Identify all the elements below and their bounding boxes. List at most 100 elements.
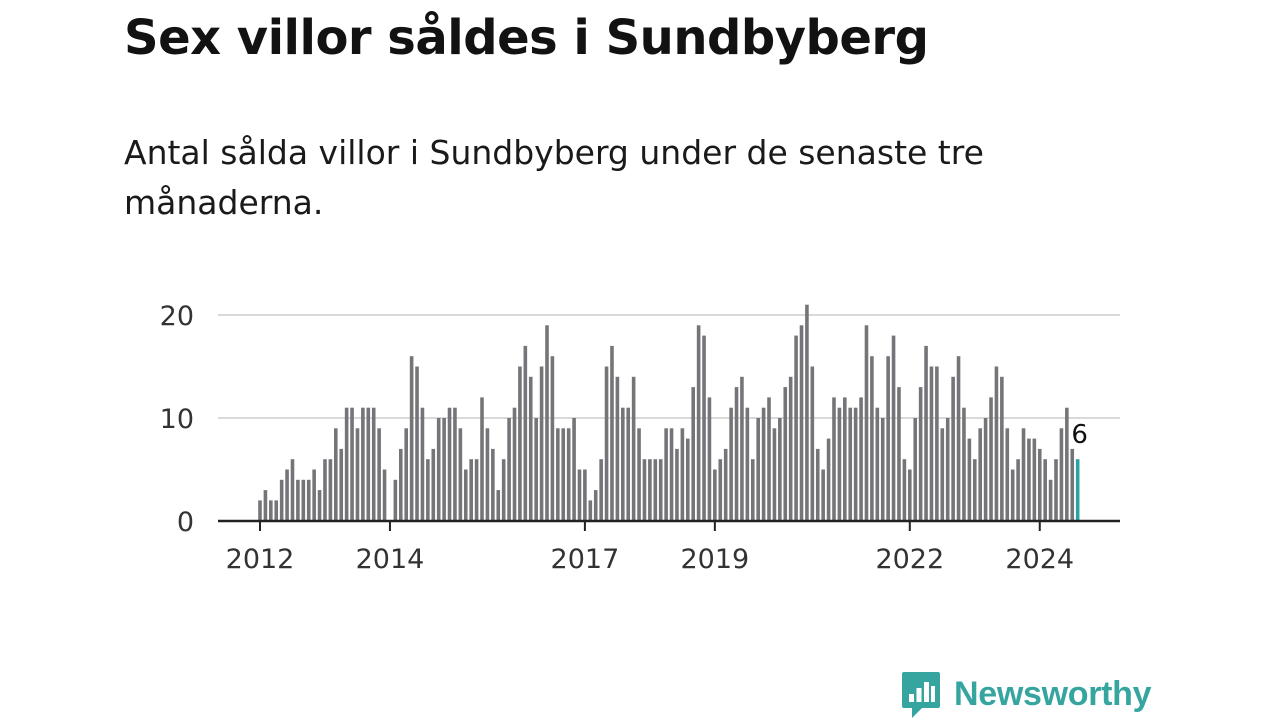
- bar: [556, 428, 560, 521]
- bar: [344, 407, 349, 521]
- bar: [1065, 407, 1069, 521]
- bar: [723, 448, 728, 521]
- bar: [361, 407, 365, 521]
- bar: [805, 304, 809, 521]
- bar: [745, 407, 750, 521]
- bar: [350, 407, 354, 521]
- bar: [615, 376, 620, 521]
- bar: [783, 387, 788, 521]
- bar: [404, 428, 409, 521]
- bar: [734, 387, 739, 521]
- bar: [794, 335, 798, 521]
- bar: [426, 459, 430, 521]
- bar: [539, 366, 544, 521]
- bar: [675, 448, 679, 521]
- bar: [718, 459, 723, 521]
- bar-highlight: [1075, 459, 1080, 521]
- bar: [880, 418, 885, 521]
- bar: [702, 335, 706, 521]
- bar: [393, 479, 398, 521]
- bar: [577, 469, 582, 521]
- bar: [685, 438, 690, 521]
- bar: [962, 407, 966, 521]
- bars: [258, 304, 1080, 521]
- y-tick-label-20: 20: [160, 301, 194, 332]
- y-tick-label-0: 0: [177, 507, 194, 538]
- bar: [983, 418, 988, 521]
- bar: [436, 418, 441, 521]
- bar: [285, 469, 289, 521]
- bar: [756, 418, 760, 521]
- newsworthy-logo: Newsworthy: [900, 668, 1152, 720]
- bar: [642, 459, 647, 521]
- bar: [371, 407, 376, 521]
- chart-title: Sex villor såldes i Sundbyberg: [124, 10, 929, 66]
- bar: [377, 428, 381, 521]
- x-tick-label-2019: 2019: [681, 544, 750, 575]
- bar: [669, 428, 674, 521]
- bar: [626, 407, 631, 521]
- bar: [447, 407, 452, 521]
- bar: [458, 428, 463, 521]
- bar: [821, 469, 825, 521]
- x-tick-label-2012: 2012: [226, 544, 295, 575]
- bar: [306, 479, 311, 521]
- bar: [740, 376, 744, 521]
- bar: [631, 376, 636, 521]
- bar: [621, 407, 625, 521]
- bar: [409, 356, 414, 521]
- x-tick-label-2017: 2017: [551, 544, 620, 575]
- highlight-label-halo: 6: [1071, 420, 1088, 450]
- bar: [550, 356, 555, 521]
- bar: [967, 438, 972, 521]
- bar: [290, 459, 295, 521]
- bar: [707, 397, 712, 521]
- bar: [1016, 459, 1020, 521]
- bar: [945, 418, 950, 521]
- bar: [935, 366, 939, 521]
- bar: [778, 418, 782, 521]
- bar: [469, 459, 473, 521]
- bar: [799, 325, 804, 521]
- bar: [491, 448, 495, 521]
- bar: [1037, 448, 1042, 521]
- highlight-label: 6: [1071, 420, 1088, 450]
- bar: [680, 428, 685, 521]
- bar: [1005, 428, 1010, 521]
- bar: [994, 366, 999, 521]
- y-tick-label-10: 10: [160, 404, 194, 435]
- bar: [1027, 438, 1031, 521]
- bar: [691, 387, 695, 521]
- bar: [496, 490, 501, 521]
- bar: [334, 428, 338, 521]
- bar: [534, 418, 538, 521]
- bar: [1059, 428, 1064, 521]
- bar: [870, 356, 874, 521]
- bar: [593, 490, 598, 521]
- bar: [507, 418, 511, 521]
- x-axis-ticks: 2012 2014 2017 2019 2022 2024: [226, 521, 1074, 575]
- bar: [897, 387, 901, 521]
- bar: [902, 459, 907, 521]
- bar: [1043, 459, 1047, 521]
- bar: [355, 428, 360, 521]
- bar: [1048, 479, 1053, 521]
- bar: [453, 407, 457, 521]
- bar: [258, 500, 262, 521]
- bar: [269, 500, 273, 521]
- highlight-annotation: 66: [1068, 417, 1091, 453]
- bar: [328, 459, 333, 521]
- bar: [929, 366, 934, 521]
- bar: [1032, 438, 1037, 521]
- bar: [658, 459, 663, 521]
- x-tick-label-2024: 2024: [1005, 544, 1074, 575]
- bar: [864, 325, 869, 521]
- bar: [279, 479, 284, 521]
- bar: [886, 356, 890, 521]
- bar: [442, 418, 446, 521]
- bar: [501, 459, 506, 521]
- bar: [561, 428, 566, 521]
- bar: [853, 407, 858, 521]
- bar: [480, 397, 484, 521]
- bar: [956, 356, 961, 521]
